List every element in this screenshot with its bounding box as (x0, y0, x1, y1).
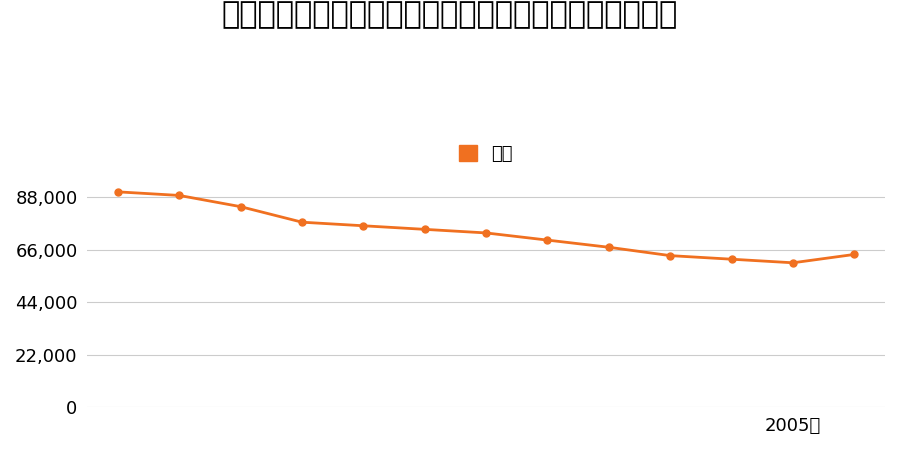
Text: 宮城県仙台市宮城野区福室３丁目９４５番４の地価推移: 宮城県仙台市宮城野区福室３丁目９４５番４の地価推移 (222, 0, 678, 29)
Legend: 価格: 価格 (452, 137, 520, 170)
